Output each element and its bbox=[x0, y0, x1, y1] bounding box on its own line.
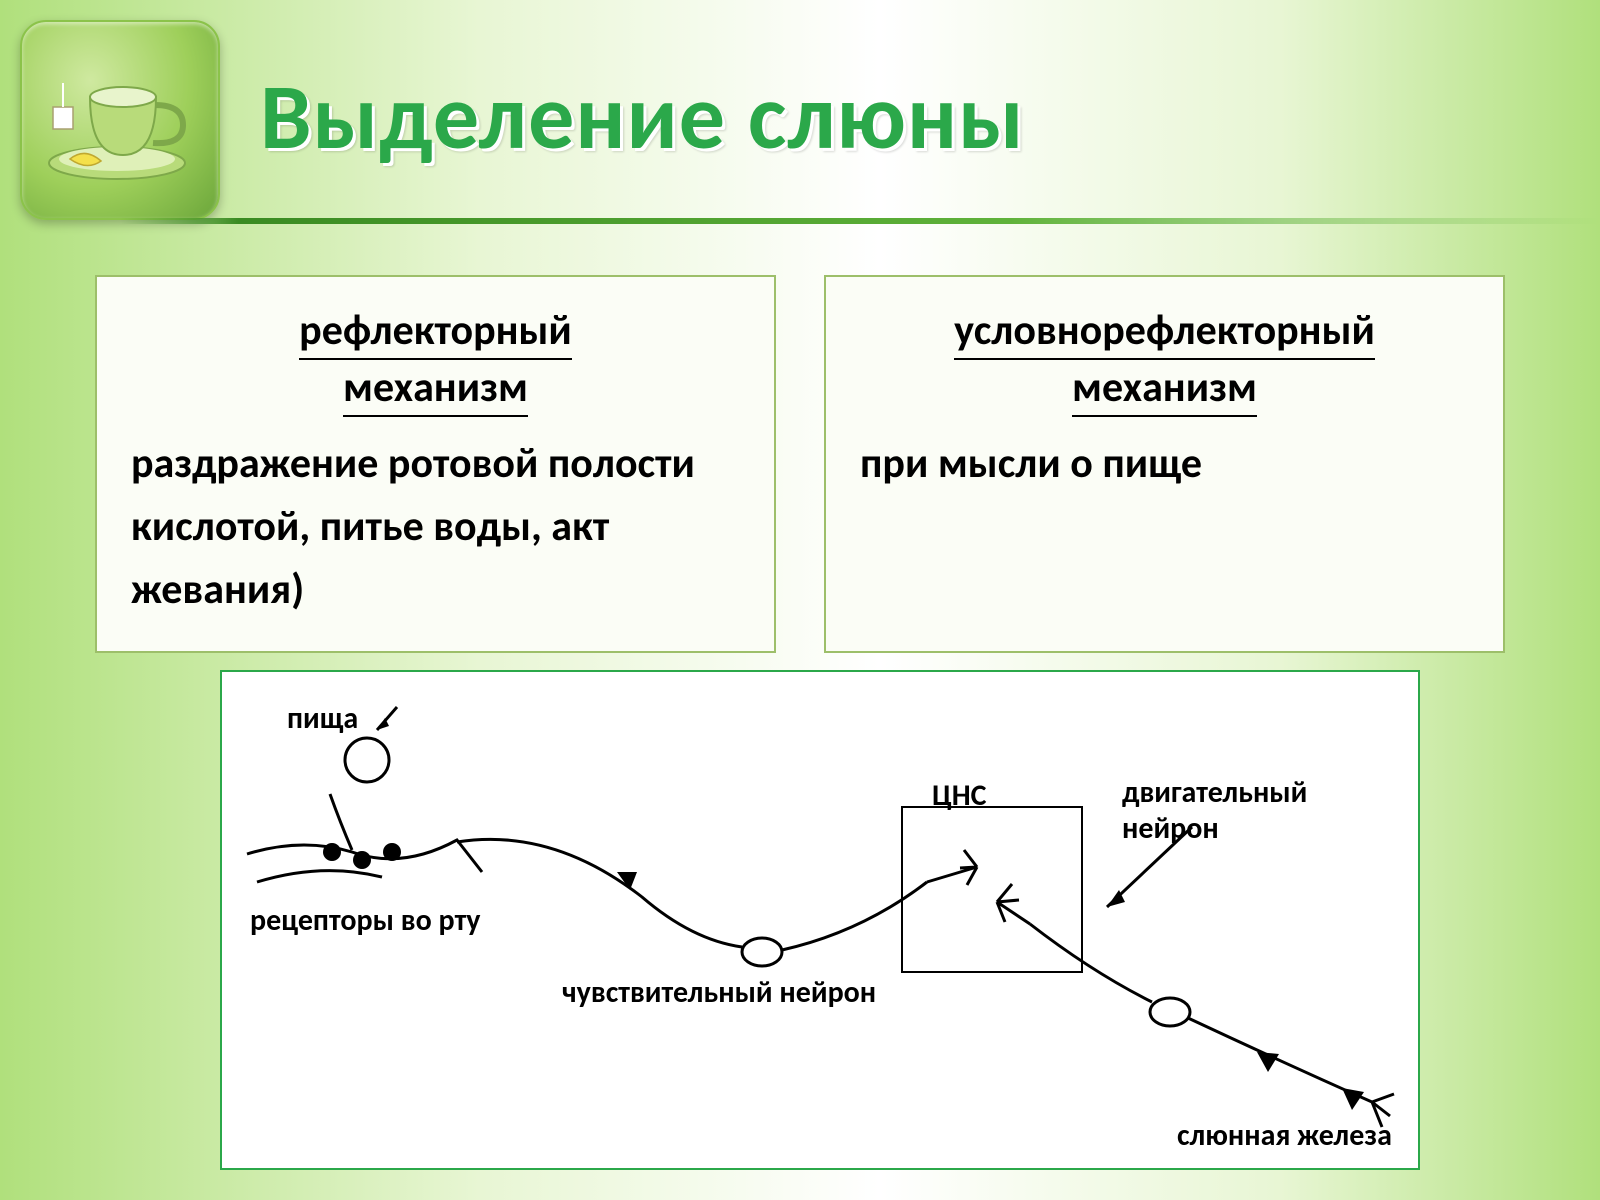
slide-title: Выделение слюны bbox=[260, 60, 1580, 173]
conditioned-box-body: при мысли о пище bbox=[860, 432, 1469, 495]
header: Выделение слюны bbox=[20, 20, 1580, 220]
teacup-icon bbox=[35, 35, 205, 205]
conditioned-box-heading: условнорефлекторный механизм bbox=[860, 303, 1469, 416]
slide: Выделение слюны рефлекторный механизм ра… bbox=[0, 0, 1600, 1200]
reflex-box-body: раздражение ротовой полости кислотой, пи… bbox=[131, 432, 740, 621]
reflex-diagram: пища рецепторы во рту чувствительный ней… bbox=[220, 670, 1420, 1170]
label-food: пища bbox=[287, 700, 358, 737]
box-head-line: механизм bbox=[343, 362, 528, 417]
teacup-icon-tile bbox=[20, 20, 220, 220]
label-receptors: рецепторы во рту bbox=[250, 902, 481, 939]
box-head-line: механизм bbox=[1072, 362, 1257, 417]
box-head-line: рефлекторный bbox=[299, 305, 572, 360]
label-motor-neuron: двигательныйнейрон bbox=[1122, 775, 1307, 847]
label-cns: ЦНС bbox=[932, 777, 987, 814]
reflex-box: рефлекторный механизм раздражение ротово… bbox=[95, 275, 776, 653]
label-gland: слюнная железа bbox=[1177, 1117, 1392, 1154]
reflex-box-heading: рефлекторный механизм bbox=[131, 303, 740, 416]
box-head-line: условнорефлекторный bbox=[954, 305, 1375, 360]
mechanisms-row: рефлекторный механизм раздражение ротово… bbox=[95, 275, 1505, 653]
label-sensory-neuron: чувствительный нейрон bbox=[562, 974, 876, 1011]
separator-line bbox=[120, 218, 1600, 224]
conditioned-reflex-box: условнорефлекторный механизм при мысли о… bbox=[824, 275, 1505, 653]
